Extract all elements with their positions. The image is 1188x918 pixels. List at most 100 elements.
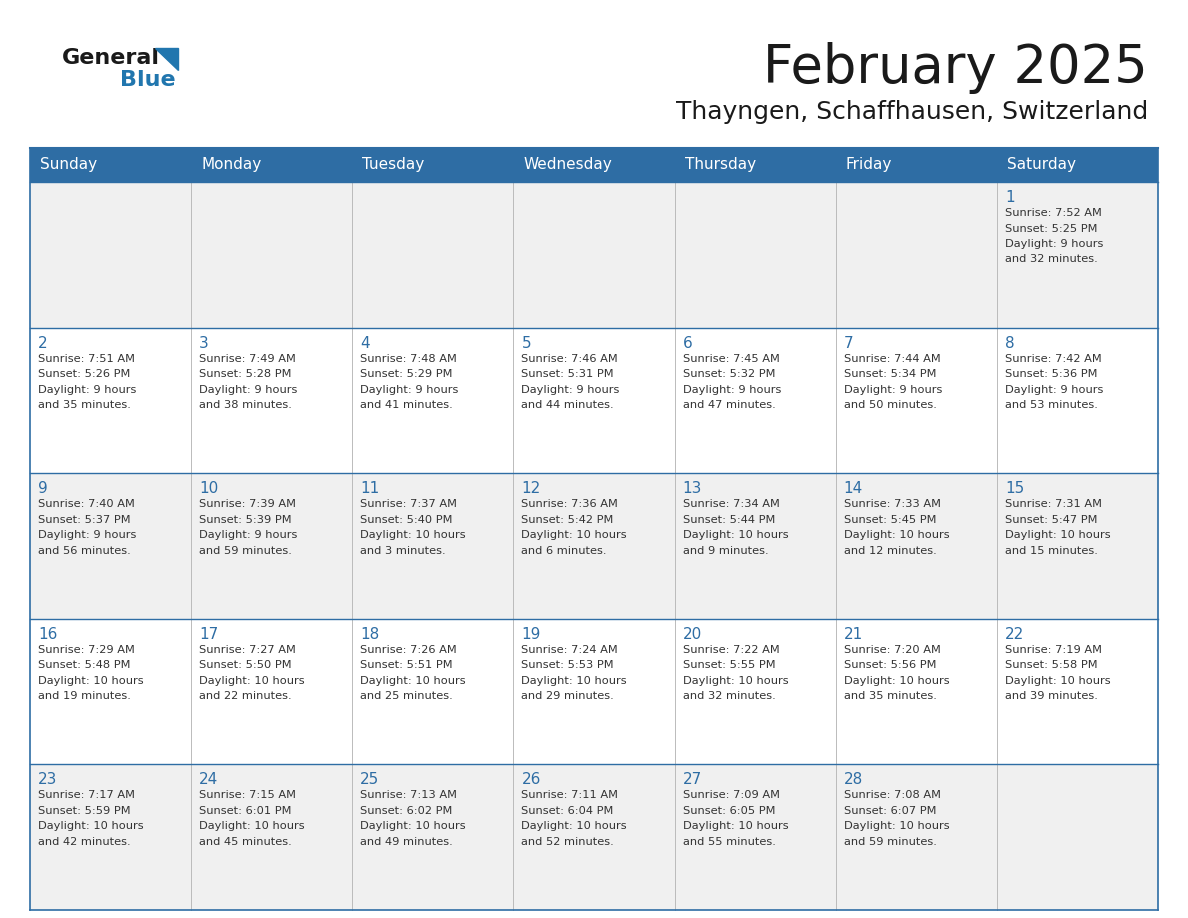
Text: Sunset: 5:59 PM: Sunset: 5:59 PM [38, 806, 131, 816]
Text: Thayngen, Schaffhausen, Switzerland: Thayngen, Schaffhausen, Switzerland [676, 100, 1148, 124]
Text: 6: 6 [683, 336, 693, 351]
Text: Daylight: 9 hours: Daylight: 9 hours [200, 385, 297, 395]
Text: 20: 20 [683, 627, 702, 642]
Text: and 6 minutes.: and 6 minutes. [522, 545, 607, 555]
Text: and 15 minutes.: and 15 minutes. [1005, 545, 1098, 555]
Text: Sunrise: 7:29 AM: Sunrise: 7:29 AM [38, 644, 135, 655]
Text: 13: 13 [683, 481, 702, 497]
Text: and 56 minutes.: and 56 minutes. [38, 545, 131, 555]
Text: Daylight: 10 hours: Daylight: 10 hours [38, 822, 144, 832]
Text: 27: 27 [683, 772, 702, 788]
Text: Sunset: 6:02 PM: Sunset: 6:02 PM [360, 806, 453, 816]
Text: Sunset: 5:42 PM: Sunset: 5:42 PM [522, 515, 614, 525]
Text: Sunrise: 7:49 AM: Sunrise: 7:49 AM [200, 353, 296, 364]
Text: Daylight: 10 hours: Daylight: 10 hours [683, 676, 788, 686]
Text: Sunset: 5:26 PM: Sunset: 5:26 PM [38, 369, 131, 379]
Text: Sunrise: 7:37 AM: Sunrise: 7:37 AM [360, 499, 457, 509]
Text: Daylight: 9 hours: Daylight: 9 hours [360, 385, 459, 395]
Text: Sunset: 5:36 PM: Sunset: 5:36 PM [1005, 369, 1098, 379]
Text: Daylight: 10 hours: Daylight: 10 hours [200, 676, 305, 686]
Text: 11: 11 [360, 481, 379, 497]
Text: Monday: Monday [201, 158, 261, 173]
Text: Blue: Blue [120, 70, 176, 90]
Text: Sunrise: 7:20 AM: Sunrise: 7:20 AM [843, 644, 941, 655]
Text: and 52 minutes.: and 52 minutes. [522, 837, 614, 847]
Text: Sunrise: 7:17 AM: Sunrise: 7:17 AM [38, 790, 135, 800]
Text: February 2025: February 2025 [763, 42, 1148, 94]
Text: Sunrise: 7:48 AM: Sunrise: 7:48 AM [360, 353, 457, 364]
Text: and 59 minutes.: and 59 minutes. [843, 837, 936, 847]
Text: and 49 minutes.: and 49 minutes. [360, 837, 453, 847]
Text: 19: 19 [522, 627, 541, 642]
Text: and 39 minutes.: and 39 minutes. [1005, 691, 1098, 701]
Text: and 38 minutes.: and 38 minutes. [200, 400, 292, 410]
Text: 26: 26 [522, 772, 541, 788]
Bar [997, 148, 1158, 182]
Text: 21: 21 [843, 627, 862, 642]
Text: Daylight: 10 hours: Daylight: 10 hours [360, 531, 466, 540]
Text: Wednesday: Wednesday [524, 158, 612, 173]
Text: 14: 14 [843, 481, 862, 497]
Text: and 42 minutes.: and 42 minutes. [38, 837, 131, 847]
Text: Sunset: 6:07 PM: Sunset: 6:07 PM [843, 806, 936, 816]
Text: 17: 17 [200, 627, 219, 642]
Text: and 29 minutes.: and 29 minutes. [522, 691, 614, 701]
Text: Sunset: 5:44 PM: Sunset: 5:44 PM [683, 515, 775, 525]
Text: Daylight: 9 hours: Daylight: 9 hours [843, 385, 942, 395]
Text: Sunday: Sunday [40, 158, 97, 173]
Text: 16: 16 [38, 627, 57, 642]
Text: Sunrise: 7:26 AM: Sunrise: 7:26 AM [360, 644, 457, 655]
Text: Thursday: Thursday [684, 158, 756, 173]
Text: Sunset: 5:48 PM: Sunset: 5:48 PM [38, 660, 131, 670]
Text: 9: 9 [38, 481, 48, 497]
Text: Sunset: 6:04 PM: Sunset: 6:04 PM [522, 806, 614, 816]
Text: Sunrise: 7:15 AM: Sunrise: 7:15 AM [200, 790, 296, 800]
Bar [30, 148, 191, 182]
Text: Sunset: 6:05 PM: Sunset: 6:05 PM [683, 806, 775, 816]
Text: and 9 minutes.: and 9 minutes. [683, 545, 769, 555]
Bar [30, 182, 1158, 328]
Text: Daylight: 9 hours: Daylight: 9 hours [200, 531, 297, 540]
Text: Daylight: 10 hours: Daylight: 10 hours [683, 822, 788, 832]
Text: and 32 minutes.: and 32 minutes. [683, 691, 776, 701]
Text: Sunrise: 7:52 AM: Sunrise: 7:52 AM [1005, 208, 1101, 218]
Text: and 35 minutes.: and 35 minutes. [843, 691, 936, 701]
Text: Sunrise: 7:44 AM: Sunrise: 7:44 AM [843, 353, 941, 364]
Text: Sunrise: 7:46 AM: Sunrise: 7:46 AM [522, 353, 618, 364]
Text: and 25 minutes.: and 25 minutes. [360, 691, 453, 701]
Text: 22: 22 [1005, 627, 1024, 642]
Text: Daylight: 10 hours: Daylight: 10 hours [1005, 676, 1111, 686]
Text: 2: 2 [38, 336, 48, 351]
Text: Sunset: 5:37 PM: Sunset: 5:37 PM [38, 515, 131, 525]
Text: and 50 minutes.: and 50 minutes. [843, 400, 936, 410]
Text: Sunrise: 7:39 AM: Sunrise: 7:39 AM [200, 499, 296, 509]
Text: Sunrise: 7:19 AM: Sunrise: 7:19 AM [1005, 644, 1101, 655]
Text: Sunrise: 7:42 AM: Sunrise: 7:42 AM [1005, 353, 1101, 364]
Text: Daylight: 9 hours: Daylight: 9 hours [683, 385, 781, 395]
Text: Daylight: 9 hours: Daylight: 9 hours [38, 531, 137, 540]
Text: Daylight: 10 hours: Daylight: 10 hours [683, 531, 788, 540]
Text: and 45 minutes.: and 45 minutes. [200, 837, 292, 847]
Text: Daylight: 9 hours: Daylight: 9 hours [1005, 239, 1104, 249]
Text: Sunset: 5:40 PM: Sunset: 5:40 PM [360, 515, 453, 525]
Text: and 22 minutes.: and 22 minutes. [200, 691, 292, 701]
Text: Daylight: 10 hours: Daylight: 10 hours [522, 531, 627, 540]
Text: Sunrise: 7:09 AM: Sunrise: 7:09 AM [683, 790, 779, 800]
Text: Daylight: 9 hours: Daylight: 9 hours [522, 385, 620, 395]
Text: Saturday: Saturday [1007, 158, 1076, 173]
Text: and 53 minutes.: and 53 minutes. [1005, 400, 1098, 410]
Bar [835, 148, 997, 182]
Polygon shape [154, 48, 178, 70]
Text: Sunset: 5:34 PM: Sunset: 5:34 PM [843, 369, 936, 379]
Text: Daylight: 10 hours: Daylight: 10 hours [360, 822, 466, 832]
Text: Sunset: 5:50 PM: Sunset: 5:50 PM [200, 660, 292, 670]
Text: Daylight: 9 hours: Daylight: 9 hours [1005, 385, 1104, 395]
Text: Daylight: 9 hours: Daylight: 9 hours [38, 385, 137, 395]
Text: 23: 23 [38, 772, 57, 788]
Text: Daylight: 10 hours: Daylight: 10 hours [843, 822, 949, 832]
Text: Sunrise: 7:24 AM: Sunrise: 7:24 AM [522, 644, 618, 655]
Text: Sunset: 5:31 PM: Sunset: 5:31 PM [522, 369, 614, 379]
Bar [191, 148, 353, 182]
Text: 4: 4 [360, 336, 369, 351]
Text: Daylight: 10 hours: Daylight: 10 hours [38, 676, 144, 686]
